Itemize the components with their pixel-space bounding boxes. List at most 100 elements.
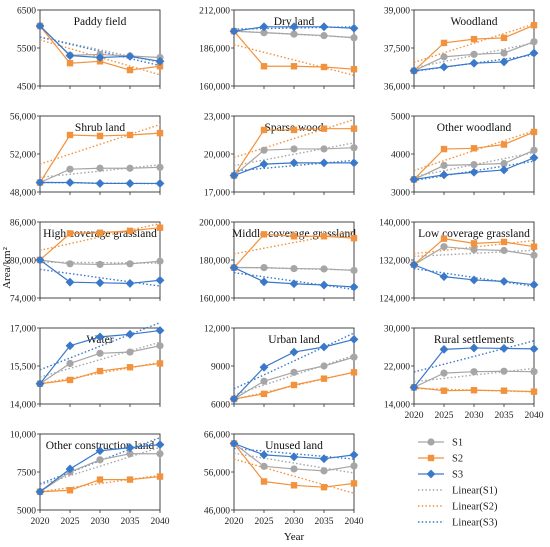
- legend-entry: Linear(S3): [418, 518, 498, 529]
- data-point-s3: [499, 344, 509, 353]
- legend-entry: Linear(S1): [418, 486, 498, 497]
- data-point-s3: [499, 57, 509, 67]
- data-point-s1: [440, 161, 448, 169]
- data-point-s2: [156, 129, 164, 137]
- panel-middle-coverage-grassland: Middle coverage grassland160,000180,0002…: [199, 219, 359, 305]
- data-point-s1: [530, 251, 538, 259]
- y-axis-label: Area/km²: [1, 246, 13, 288]
- y-tick-label: 36,000: [384, 83, 410, 93]
- y-tick-label: 56,000: [10, 113, 36, 123]
- panel-shrub-land: Shrub land 48,000 52,000 56,000: [10, 113, 165, 199]
- data-point-s3: [229, 26, 239, 36]
- data-point-s3: [35, 379, 45, 389]
- data-point-s3: [349, 282, 359, 292]
- data-point-s2: [440, 387, 448, 394]
- data-point-s3: [125, 329, 135, 339]
- legend-entry: S2: [418, 454, 463, 465]
- data-point-s3: [289, 452, 299, 462]
- data-point-s3: [259, 159, 269, 169]
- data-point-s2: [260, 231, 268, 238]
- y-tick-label: 39,000: [384, 7, 410, 17]
- data-point-s3: [95, 53, 105, 62]
- x-tick-label: 2020: [405, 411, 424, 421]
- y-tick-label: 17,000: [10, 325, 36, 335]
- data-point-s1: [350, 462, 358, 470]
- trendline-s3: [39, 322, 161, 371]
- trendline-s3: [39, 268, 161, 287]
- y-tick-label: 9000: [211, 363, 230, 373]
- data-point-s1: [290, 368, 298, 376]
- legend: S1 S2 S3 Linear(S1) Linear(S2) Linear(S3): [418, 438, 498, 529]
- data-point-s2: [96, 476, 104, 483]
- data-point-s3: [229, 171, 239, 180]
- data-point-s3: [409, 66, 419, 76]
- data-point-s2: [470, 240, 478, 247]
- data-point-s2: [320, 63, 328, 71]
- data-point-s1: [96, 260, 104, 269]
- panel-title: Urban land: [268, 334, 320, 346]
- legend-marker-s3: [426, 469, 436, 479]
- data-point-s3: [35, 178, 45, 187]
- data-point-s2: [126, 66, 134, 74]
- data-point-s3: [349, 158, 359, 168]
- data-point-s3: [529, 48, 539, 58]
- data-point-s2: [440, 145, 448, 153]
- data-point-s2: [66, 376, 74, 384]
- data-point-s3: [95, 278, 105, 288]
- y-tick-label: 200,000: [199, 219, 230, 229]
- y-tick-label: 17,000: [204, 189, 230, 199]
- legend-label: Linear(S1): [452, 486, 498, 497]
- data-point-s3: [35, 487, 45, 497]
- panel-title: Dry land: [274, 16, 315, 28]
- data-point-s2: [500, 34, 508, 42]
- x-axis-label: Year: [284, 531, 305, 543]
- y-tick-label: 186,000: [199, 45, 230, 55]
- data-point-s1: [320, 145, 328, 153]
- data-point-s1: [260, 29, 268, 37]
- data-point-s1: [126, 348, 134, 356]
- data-point-s3: [65, 341, 75, 351]
- x-tick-label: 2040: [345, 517, 364, 527]
- x-tick-label: 2025: [61, 517, 80, 527]
- x-tick-label: 2025: [435, 411, 454, 421]
- x-tick-label: 2025: [255, 517, 274, 527]
- data-point-s2: [440, 39, 448, 47]
- data-point-s2: [350, 65, 358, 73]
- panel-dry-land: Dry land 160,000 186,000 212,000: [199, 7, 359, 93]
- y-tick-label: 4500: [17, 83, 36, 93]
- legend-label: S3: [452, 470, 463, 481]
- data-point-s3: [65, 464, 75, 474]
- data-point-s3: [319, 280, 329, 290]
- trendline-s3: [413, 160, 535, 182]
- data-point-s2: [530, 388, 538, 395]
- y-tick-label: 12,000: [204, 325, 230, 335]
- data-point-s2: [320, 375, 328, 382]
- data-point-s3: [155, 275, 165, 285]
- panel-unused-land: Unused land 46,000 56,000 66,000 2020 2025 203…: [204, 431, 364, 528]
- y-tick-label: 20,000: [204, 151, 230, 161]
- data-point-s1: [500, 246, 508, 255]
- data-point-s3: [289, 158, 299, 168]
- panel-rural-settlements: Rural settlements 14,000 22,000 30,000 2020 2…: [384, 325, 544, 422]
- x-tick-label: 2030: [91, 517, 110, 527]
- y-tick-label: 48,000: [10, 189, 36, 199]
- data-point-s2: [156, 63, 164, 70]
- data-point-s2: [126, 364, 134, 371]
- legend-entry: Linear(S2): [418, 502, 498, 513]
- data-point-s1: [290, 30, 298, 38]
- data-point-s2: [470, 145, 478, 152]
- legend-label: S1: [452, 438, 463, 449]
- data-point-s3: [125, 51, 135, 61]
- data-point-s3: [439, 170, 449, 180]
- data-point-s2: [320, 125, 328, 132]
- y-tick-label: 14,000: [384, 401, 410, 411]
- y-tick-label: 180,000: [199, 257, 230, 267]
- legend-entry: S3: [418, 470, 463, 481]
- data-point-s2: [290, 482, 298, 489]
- y-tick-label: 23,000: [204, 113, 230, 123]
- panel-title: Shrub land: [75, 122, 125, 134]
- data-point-s3: [319, 158, 329, 168]
- data-point-s2: [290, 126, 298, 134]
- data-point-s2: [500, 387, 508, 394]
- data-point-s1: [350, 144, 358, 152]
